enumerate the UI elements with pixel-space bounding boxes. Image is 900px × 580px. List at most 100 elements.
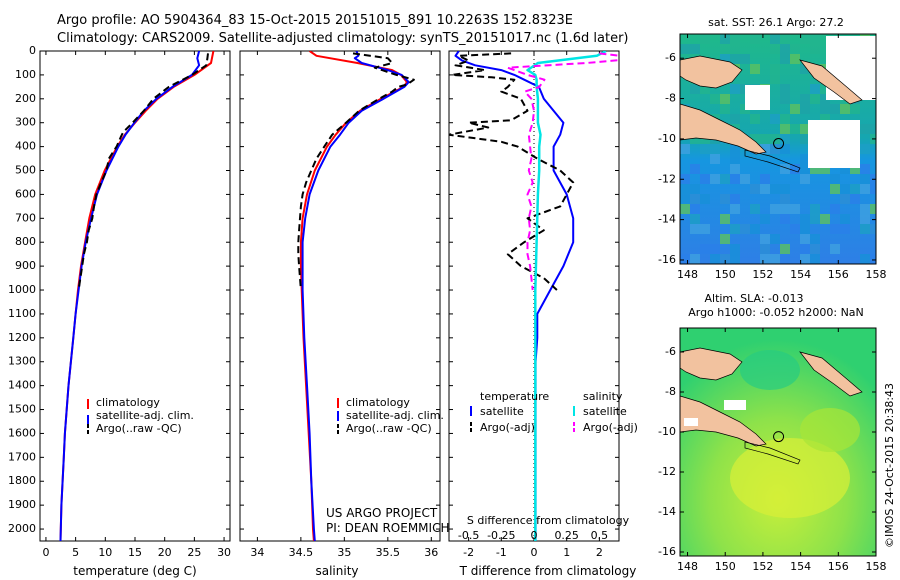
sst-pixel: [860, 144, 870, 154]
sst-pixel: [860, 254, 870, 264]
sst-pixel: [760, 134, 770, 144]
header-line-2: Climatology: CARS2009. Satellite-adjuste…: [57, 31, 629, 46]
sst-pixel: [700, 84, 710, 94]
sst-pixel: [760, 214, 770, 224]
sst-pixel: [860, 184, 870, 194]
sst-pixel: [820, 94, 830, 104]
sst-pixel: [780, 184, 790, 194]
sst-pixel: [730, 54, 740, 64]
sla-anomaly: [800, 408, 860, 452]
x-tick-label: 35.5: [376, 546, 401, 559]
sst-pixel: [800, 34, 810, 44]
louisiade-islands: [744, 441, 801, 465]
depth-tick-label: 1300: [8, 355, 36, 368]
sst-pixel: [800, 224, 810, 234]
sst-pixel: [850, 104, 860, 114]
sst-pixel: [710, 94, 720, 104]
depth-tick-label: 2000: [8, 522, 36, 535]
legend-title-salinity: salinity: [583, 390, 623, 403]
sst-pixel: [690, 84, 700, 94]
sst-pixel: [830, 184, 840, 194]
sst-pixel: [730, 154, 740, 164]
x-tick-label: 35: [337, 546, 351, 559]
sst-pixel: [680, 44, 690, 54]
sst-pixel: [820, 214, 830, 224]
sst-pixel: [860, 204, 870, 214]
sst-pixel: [790, 164, 800, 174]
lon-tick-label: 152: [752, 560, 773, 573]
temperature-axis-ticks: 0 5 10 15 20 25 30: [42, 51, 231, 559]
sst-pixel: [730, 164, 740, 174]
salinity-profiles: [297, 51, 415, 541]
sst-pixel: [840, 194, 850, 204]
new-britain-land: [799, 351, 863, 397]
sst-pixel: [760, 144, 770, 154]
sst-pixel: [780, 124, 790, 134]
argo-float-marker: [773, 431, 785, 443]
sla-map-frame: [679, 327, 877, 557]
sst-pixel: [860, 124, 870, 134]
sst-pixel: [780, 44, 790, 54]
sst-pixel: [770, 74, 780, 84]
depth-tick-label: 100: [15, 68, 36, 81]
legend-label-temperature-satellite: satellite: [480, 405, 524, 418]
sst-pixel: [770, 204, 780, 214]
series-line-argo-raw-qc-: [77, 53, 209, 291]
sst-pixel: [810, 34, 820, 44]
depth-tick-label: 900: [15, 259, 36, 272]
sst-pixel: [700, 194, 710, 204]
sst-pixel: [760, 174, 770, 184]
x-tick-label: 0: [42, 546, 49, 559]
sst-pixel: [860, 224, 870, 234]
sst-pixel: [730, 114, 740, 124]
sst-pixel: [800, 94, 810, 104]
sst-map-panel: sat. SST: 26.1 Argo: 27.2 148 150 152 154 15…: [658, 16, 886, 281]
s-tick-label: -0.25: [487, 529, 515, 542]
sst-pixel: [780, 34, 790, 44]
sst-pixel: [870, 224, 876, 234]
sst-pixel: [810, 204, 820, 214]
x-tick-label: 30: [217, 546, 231, 559]
sst-pixel: [790, 124, 800, 134]
sst-pixel: [730, 34, 740, 44]
legend-label-salinity-argo: Argo(-adj): [583, 421, 638, 434]
s-tick-label: 0.5: [591, 529, 609, 542]
depth-tick-label: 600: [15, 187, 36, 200]
sst-pixel: [750, 34, 760, 44]
sst-pixel: [870, 184, 876, 194]
sst-pixel: [810, 164, 820, 174]
sst-pixel: [800, 124, 810, 134]
sst-pixel: [730, 244, 740, 254]
series-line-satellite-adj-clim-: [59, 51, 201, 541]
sst-pixel: [830, 174, 840, 184]
s-difference-axis-label: S difference from climatology: [467, 514, 630, 527]
sst-pixel: [770, 34, 780, 44]
lat-tick-label: -10: [658, 132, 676, 145]
legend-label-climatology: climatology: [346, 396, 410, 409]
sst-pixel: [760, 184, 770, 194]
sst-pixel: [820, 164, 830, 174]
sst-pixel: [810, 214, 820, 224]
sst-pixel: [690, 214, 700, 224]
sla-map-panel: Altim. SLA: -0.013 Argo h1000: -0.052 h2…: [658, 292, 886, 573]
pi-label: PI: DEAN ROEMMICH: [326, 521, 449, 535]
sst-pixel: [700, 224, 710, 234]
series-line-salinity-argo-adj-: [506, 52, 619, 291]
sla-map-ticks: 148 150 152 154 156 158 -6 -8 -10 -12 -14 -16: [658, 328, 887, 573]
lon-tick-label: 154: [790, 268, 811, 281]
sst-pixel: [680, 254, 690, 264]
cloud-mask: [808, 120, 860, 168]
sst-map-title: sat. SST: 26.1 Argo: 27.2: [708, 16, 844, 29]
sst-pixel: [780, 144, 790, 154]
sst-pixel: [730, 204, 740, 214]
depth-tick-label: 800: [15, 235, 36, 248]
sst-pixel: [770, 114, 780, 124]
x-tick-label: 34.5: [289, 546, 314, 559]
sst-pixel: [780, 244, 790, 254]
sst-pixel: [680, 204, 690, 214]
lon-tick-label: 150: [715, 268, 736, 281]
sst-pixel: [780, 204, 790, 214]
sst-pixel: [710, 154, 720, 164]
lat-tick-label: -6: [665, 51, 676, 64]
